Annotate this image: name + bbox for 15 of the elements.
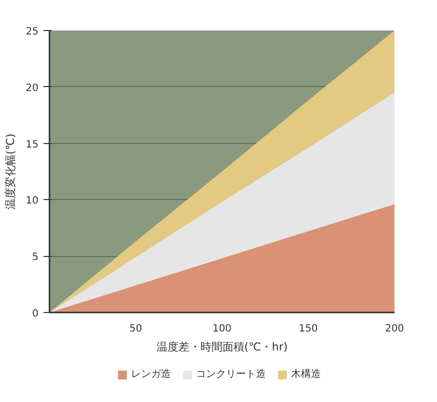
x-axis-title: 温度差・時間面積(℃・hr) bbox=[156, 340, 288, 354]
y-tick-label: 15 bbox=[26, 139, 39, 150]
x-tick-label: 50 bbox=[129, 324, 142, 334]
y-tick-label: 0 bbox=[32, 308, 39, 320]
x-tick-label: 150 bbox=[298, 324, 318, 334]
y-tick-label: 20 bbox=[26, 82, 39, 94]
legend-label: レンガ造 bbox=[131, 368, 171, 381]
x-tick-label: 100 bbox=[212, 324, 232, 334]
legend-label: 木構造 bbox=[291, 368, 321, 381]
y-tick-label: 25 bbox=[26, 26, 39, 38]
y-tick-label: 10 bbox=[26, 196, 39, 207]
legend-label: コンクリート造 bbox=[196, 368, 266, 381]
y-axis-title: 温度変化幅(℃) bbox=[4, 134, 17, 210]
x-tick-label: 200 bbox=[384, 324, 404, 334]
y-tick-label: 5 bbox=[32, 252, 39, 264]
